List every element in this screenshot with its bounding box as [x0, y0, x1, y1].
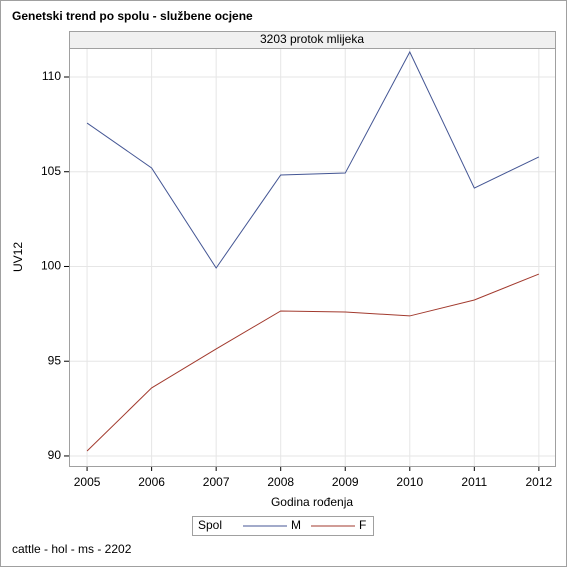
y-tick-label: 90	[48, 448, 62, 462]
legend-title: Spol	[198, 518, 222, 532]
x-tick-label: 2008	[267, 475, 294, 489]
x-tick-label: 2009	[332, 475, 359, 489]
legend-label: M	[291, 518, 301, 532]
series-line	[86, 273, 540, 452]
x-tick-label: 2011	[461, 475, 487, 489]
y-tick-label: 105	[41, 164, 61, 178]
y-tick-label: 95	[48, 353, 62, 367]
y-axis-label: UV12	[11, 242, 25, 272]
legend-label: F	[359, 518, 366, 532]
chart-title: Genetski trend po spolu - službene ocjen…	[12, 9, 253, 23]
plot-area	[69, 48, 556, 467]
x-tick-label: 2006	[138, 475, 165, 489]
x-axis-label: Godina rođenja	[271, 495, 353, 509]
x-tick-label: 2010	[396, 475, 423, 489]
y-tick-label: 100	[41, 259, 61, 273]
x-tick-label: 2005	[74, 475, 101, 489]
footnote: cattle - hol - ms - 2202	[12, 542, 132, 556]
y-tick-label: 110	[42, 69, 61, 83]
x-tick-label: 2007	[203, 475, 230, 489]
series-line	[86, 50, 540, 269]
panel-label: 3203 protok mlijeka	[260, 32, 364, 46]
x-tick-label: 2012	[526, 475, 553, 489]
